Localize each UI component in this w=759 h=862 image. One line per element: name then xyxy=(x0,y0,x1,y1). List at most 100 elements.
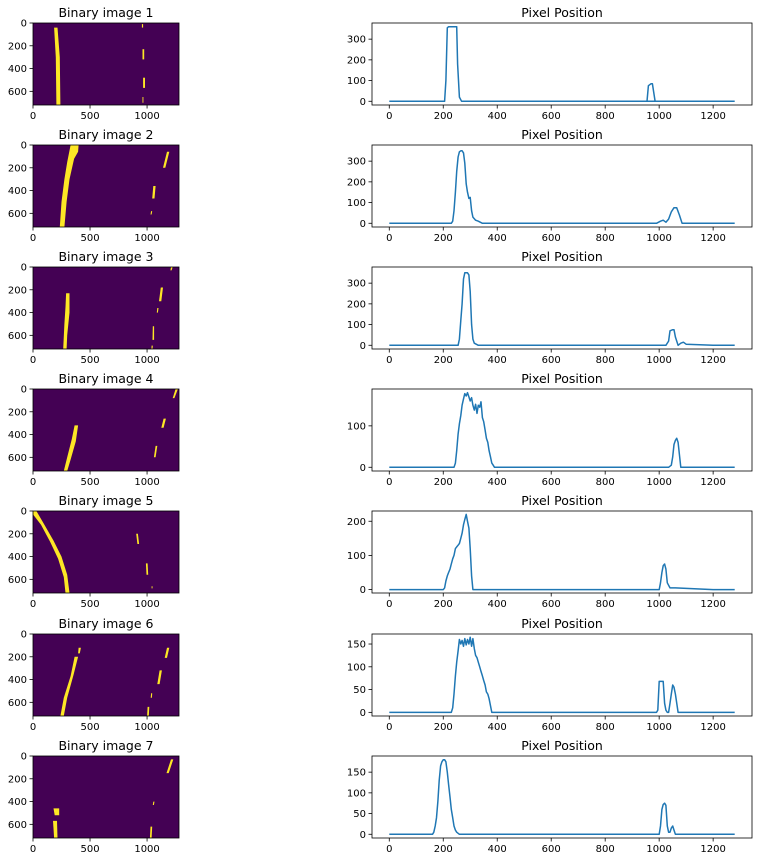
y-tick-label: 50 xyxy=(353,685,366,696)
y-tick-label: 200 xyxy=(8,163,27,174)
x-tick-label: 800 xyxy=(596,844,615,855)
lane-pixels xyxy=(170,267,173,271)
axes-frame xyxy=(371,755,753,839)
binary-image-panel: Binary image 3 0 500 1000 0 200 400 600 xyxy=(8,249,180,366)
panel-title: Pixel Position xyxy=(521,616,603,631)
x-tick-label: 500 xyxy=(80,844,99,855)
y-tick-label: 150 xyxy=(347,640,366,651)
y-tick-label: 300 xyxy=(347,35,366,46)
x-tick-label: 1000 xyxy=(646,844,671,855)
y-tick-label: 400 xyxy=(8,552,27,563)
binary-image-panel: Binary image 7 0 500 1000 0 200 400 600 xyxy=(8,738,180,855)
x-tick-label: 600 xyxy=(542,599,561,610)
y-tick-label: 200 xyxy=(347,55,366,66)
lane-pixels xyxy=(151,345,153,349)
y-tick-label: 600 xyxy=(8,209,27,220)
y-tick-label: 600 xyxy=(8,87,27,98)
image-background xyxy=(33,634,179,716)
x-tick-label: 1200 xyxy=(700,844,725,855)
panel-title: Binary image 7 xyxy=(58,738,153,753)
x-tick-label: 500 xyxy=(80,722,99,733)
x-tick-label: 0 xyxy=(386,111,392,122)
lane-pixels xyxy=(53,820,58,838)
y-tick-label: 400 xyxy=(8,308,27,319)
lane-pixels xyxy=(54,27,61,106)
y-tick-label: 100 xyxy=(347,76,366,87)
x-tick-label: 400 xyxy=(488,599,507,610)
y-tick-label: 200 xyxy=(347,517,366,528)
x-tick-label: 400 xyxy=(488,722,507,733)
lane-pixels xyxy=(152,186,156,199)
x-tick-label: 1200 xyxy=(700,599,725,610)
lane-pixels xyxy=(33,511,70,593)
y-tick-label: 300 xyxy=(347,279,366,290)
x-tick-label: 0 xyxy=(30,844,36,855)
axes-frame xyxy=(32,755,180,839)
x-tick-label: 800 xyxy=(596,477,615,488)
lane-pixels xyxy=(152,801,155,805)
x-tick-label: 1200 xyxy=(700,722,725,733)
y-tick-label: 0 xyxy=(21,385,27,396)
x-tick-label: 200 xyxy=(434,599,453,610)
lane-pixels xyxy=(141,24,144,28)
x-tick-label: 1000 xyxy=(134,722,159,733)
x-tick-label: 500 xyxy=(80,111,99,122)
x-tick-label: 600 xyxy=(542,722,561,733)
x-tick-label: 0 xyxy=(386,355,392,366)
series-line xyxy=(389,758,735,836)
x-tick-label: 1000 xyxy=(646,233,671,244)
y-tick-label: 0 xyxy=(360,463,366,474)
lane-pixels xyxy=(151,586,153,589)
x-tick-label: 600 xyxy=(542,844,561,855)
y-tick-label: 100 xyxy=(347,198,366,209)
y-tick-label: 0 xyxy=(360,97,366,108)
axes-frame xyxy=(371,144,753,228)
y-tick-label: 50 xyxy=(353,809,366,820)
panel-title: Pixel Position xyxy=(521,371,603,386)
lane-pixels xyxy=(159,287,163,302)
x-tick-label: 0 xyxy=(386,599,392,610)
x-tick-label: 0 xyxy=(30,722,36,733)
binary-image-panel: Binary image 2 0 500 1000 0 200 400 600 xyxy=(8,127,180,244)
lane-pixels xyxy=(145,563,149,575)
binary-image-panel: Binary image 1 0 500 1000 0 200 400 600 xyxy=(8,5,180,122)
y-tick-label: 200 xyxy=(8,41,27,52)
x-tick-label: 200 xyxy=(434,233,453,244)
lane-pixels xyxy=(150,693,153,698)
x-tick-label: 1000 xyxy=(646,477,671,488)
lane-pixels xyxy=(161,418,166,428)
x-tick-label: 200 xyxy=(434,111,453,122)
series-line xyxy=(389,636,735,714)
panel-title: Pixel Position xyxy=(521,5,603,20)
axes-frame xyxy=(32,144,180,228)
lane-pixels xyxy=(163,151,170,168)
lane-pixels xyxy=(157,670,162,685)
x-tick-label: 200 xyxy=(434,722,453,733)
axes-frame xyxy=(371,22,753,106)
y-tick-label: 200 xyxy=(347,177,366,188)
lane-pixels xyxy=(53,808,60,816)
axes-frame xyxy=(32,266,180,350)
lane-pixels xyxy=(166,759,174,774)
x-tick-label: 500 xyxy=(80,477,99,488)
y-tick-label: 0 xyxy=(21,141,27,152)
lane-pixels xyxy=(78,647,81,654)
x-tick-label: 500 xyxy=(80,233,99,244)
x-tick-label: 0 xyxy=(386,844,392,855)
panel-title: Binary image 1 xyxy=(58,5,153,20)
x-tick-label: 200 xyxy=(434,477,453,488)
x-tick-label: 600 xyxy=(542,477,561,488)
y-tick-label: 600 xyxy=(8,698,27,709)
x-tick-label: 400 xyxy=(488,844,507,855)
image-background xyxy=(33,389,179,471)
x-tick-label: 400 xyxy=(488,355,507,366)
y-tick-label: 0 xyxy=(360,219,366,230)
x-tick-label: 1200 xyxy=(700,477,725,488)
binary-image-panel: Binary image 6 0 500 1000 0 200 400 600 xyxy=(8,616,180,733)
x-tick-label: 1000 xyxy=(134,599,159,610)
y-tick-label: 0 xyxy=(21,263,27,274)
lane-pixels xyxy=(164,647,170,658)
lane-pixels xyxy=(63,425,79,471)
lane-pixels xyxy=(142,49,145,60)
axes-frame xyxy=(371,510,753,594)
